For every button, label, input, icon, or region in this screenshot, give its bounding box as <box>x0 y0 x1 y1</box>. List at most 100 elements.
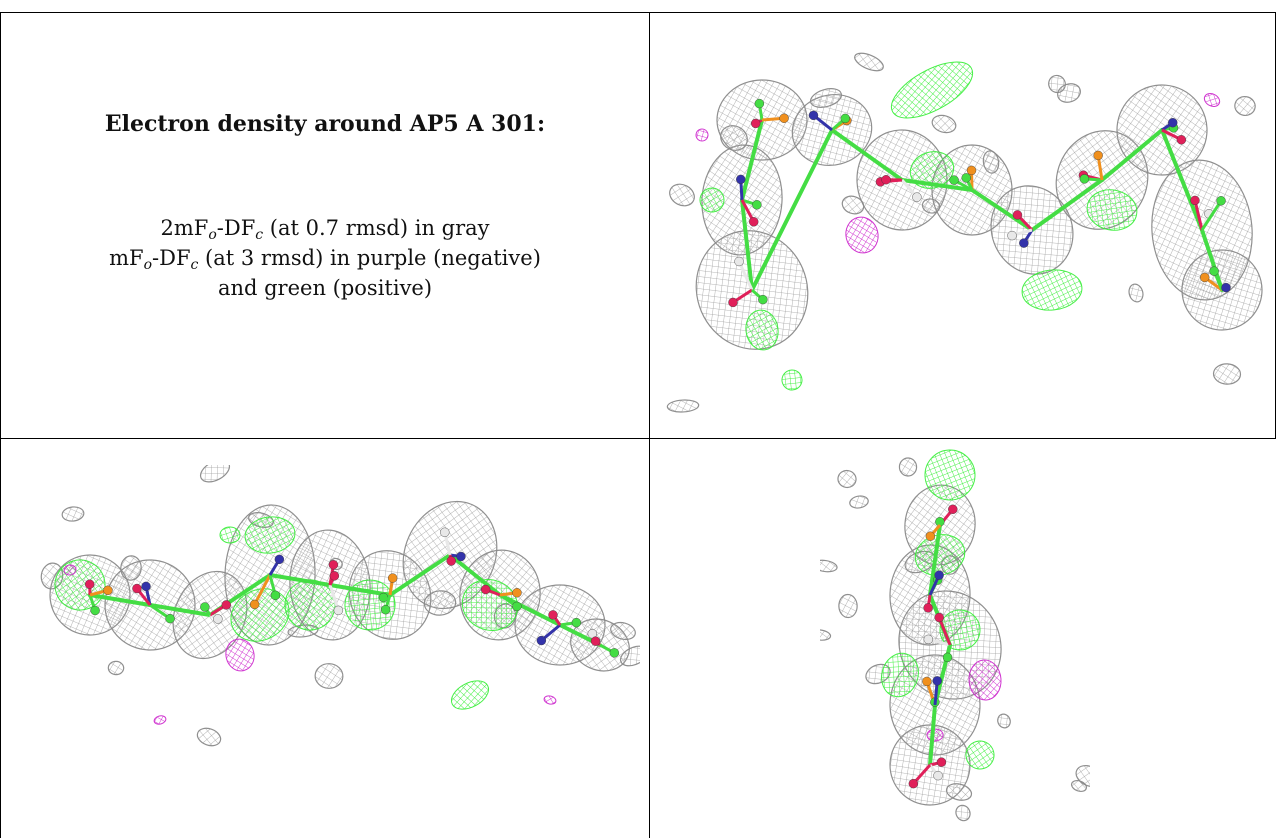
nitrogen-atom <box>932 676 942 686</box>
green-density-blob <box>924 449 976 501</box>
hydrogen-atom <box>213 614 223 624</box>
gray-density-blob <box>1212 363 1242 385</box>
gray-density-blob <box>1234 95 1256 117</box>
purple-density-blob <box>845 216 879 254</box>
bond <box>750 128 834 292</box>
carbon-atom <box>961 173 971 183</box>
hydrogen-atom <box>734 256 744 267</box>
gray-density-blob <box>820 559 838 573</box>
gray-density-blob <box>849 495 869 509</box>
oxygen-atom <box>1012 210 1023 220</box>
gray-density-blob <box>931 114 957 134</box>
carbon-atom <box>571 617 582 628</box>
gray-density-blob <box>1048 74 1066 94</box>
bond <box>388 553 452 597</box>
hydrogen-atom <box>333 605 344 616</box>
oxygen-atom <box>728 297 738 308</box>
nitrogen-atom <box>141 581 151 592</box>
bond <box>1160 128 1204 232</box>
gray-density-blob <box>997 713 1011 729</box>
phosphorus-atom <box>779 113 789 123</box>
bond <box>448 553 502 597</box>
bond <box>253 574 272 606</box>
density-panel-bottom-left <box>40 465 640 747</box>
bond <box>830 128 904 182</box>
bond <box>1030 178 1104 232</box>
bond <box>737 260 754 291</box>
carbon-atom <box>840 113 850 124</box>
carbon-atom <box>752 200 762 210</box>
density-panel-bottom-right <box>820 449 1090 822</box>
gray-density-blob <box>720 125 748 151</box>
oxygen-atom <box>480 584 491 595</box>
nitrogen-atom <box>736 174 746 185</box>
gray-density-blob <box>898 457 918 477</box>
legend-line-green: and green (positive) <box>217 276 433 300</box>
phosphorus-atom <box>103 585 113 595</box>
bond <box>1200 199 1223 231</box>
table-left-border <box>0 12 1 838</box>
figure-title: Electron density around AP5 A 301: <box>104 111 546 137</box>
carbon-atom <box>754 98 765 109</box>
carbon-atom <box>512 601 522 612</box>
purple-density-blob <box>63 564 77 576</box>
oxygen-atom <box>948 504 958 514</box>
oxygen-atom <box>923 603 933 613</box>
oxygen-atom <box>934 612 944 623</box>
legend-text: 2mFo-DFc (at 0.7 rmsd) in gray mFo-DFc (… <box>1 213 649 303</box>
hydrogen-atom <box>912 192 922 202</box>
gray-density-blob <box>619 645 640 667</box>
oxygen-atom <box>221 600 231 610</box>
carbon-atom <box>942 652 953 663</box>
table-middle-border <box>0 438 1276 439</box>
phosphorus-atom <box>925 531 936 541</box>
gray-density-blob <box>1128 283 1144 303</box>
carbon-atom <box>1216 196 1226 206</box>
gray-density-blob <box>841 195 865 215</box>
green-density-blob <box>890 61 974 119</box>
oxygen-atom <box>1190 195 1200 206</box>
gray-density-blob <box>838 593 858 619</box>
oxygen-atom <box>329 571 340 581</box>
gray-density-blob <box>1075 765 1090 787</box>
purple-density-blob <box>968 659 1002 701</box>
carbon-atom <box>90 605 100 616</box>
hydrogen-atom <box>440 527 450 537</box>
purple-density-blob <box>1203 93 1221 107</box>
purple-density-blob <box>225 638 255 672</box>
green-density-blob <box>745 309 779 351</box>
carbon-atom <box>380 604 391 615</box>
green-density-blob <box>965 740 995 770</box>
oxygen-atom <box>750 118 761 129</box>
legend-line-gray: 2mFo-DFc (at 0.7 rmsd) in gray <box>160 216 490 243</box>
bond <box>928 523 942 597</box>
phosphorus-atom <box>512 588 522 598</box>
phosphorus-atom <box>1200 272 1210 283</box>
legend-line-purple-green: mFo-DFc (at 3 rmsd) in purple (negative) <box>109 246 541 273</box>
bond <box>1193 200 1204 231</box>
gray-density-blob <box>820 629 832 641</box>
bond <box>970 188 1034 232</box>
phosphorus-atom <box>387 573 398 583</box>
description-cell: Electron density around AP5 A 301: 2mFo-… <box>1 13 649 438</box>
gray-density-blob <box>837 469 857 489</box>
bond <box>148 603 212 617</box>
oxygen-atom <box>328 560 339 570</box>
gray-density-blob <box>669 183 695 207</box>
phosphorus-atom <box>1093 150 1103 161</box>
nitrogen-atom <box>1221 282 1231 293</box>
gray-density-blob <box>196 727 222 747</box>
gray-density-blob <box>945 783 973 801</box>
carbon-atom <box>609 648 620 658</box>
phosphorus-atom <box>922 676 932 687</box>
carbon-atom <box>758 294 768 305</box>
purple-density-blob <box>926 728 944 742</box>
nitrogen-atom <box>274 554 285 565</box>
carbon-atom <box>949 175 959 185</box>
oxygen-atom <box>446 556 456 566</box>
gray-density-blob <box>921 198 941 214</box>
density-panel-top-right <box>666 52 1263 413</box>
table-center-border <box>649 12 650 838</box>
green-density-blob <box>1021 269 1083 311</box>
bond <box>1100 128 1164 182</box>
